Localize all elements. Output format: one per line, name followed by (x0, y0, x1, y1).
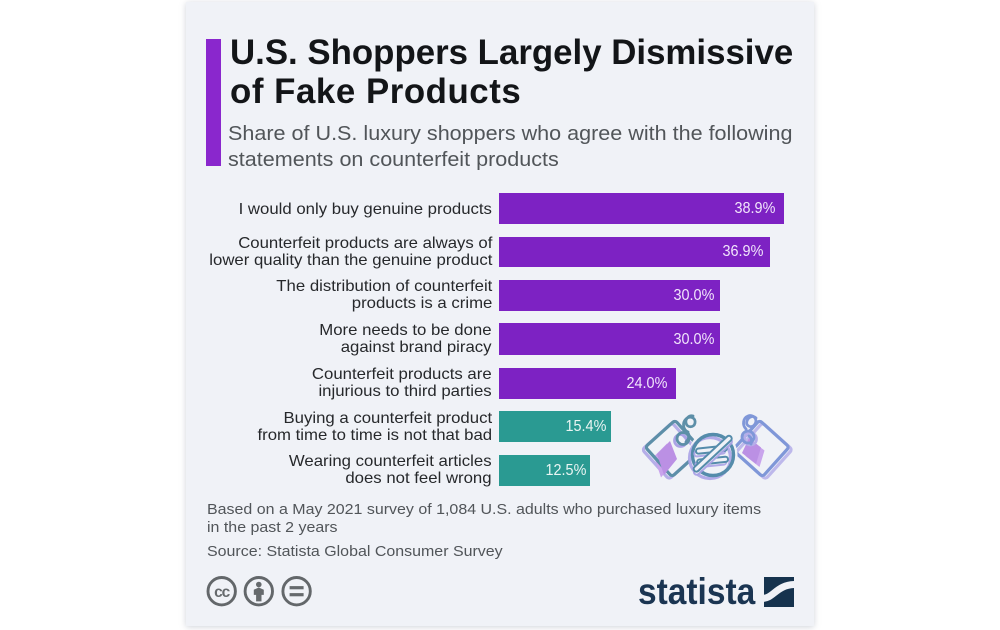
svg-text:cc: cc (214, 584, 231, 601)
